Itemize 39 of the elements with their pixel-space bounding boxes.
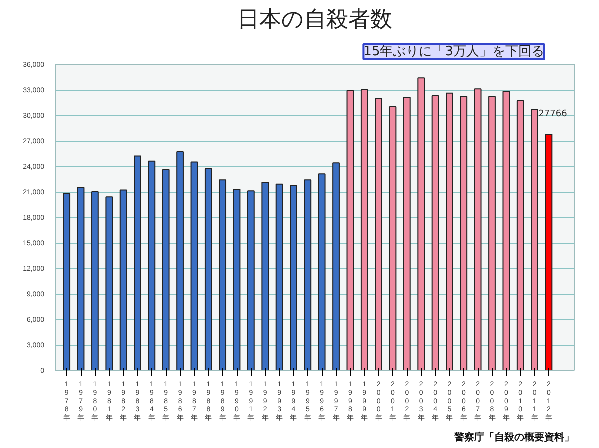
bar [432,95,440,370]
bar [304,180,312,370]
bar [233,188,241,370]
text: 15年ぶりに「3万人」を下回る [364,44,545,60]
bar [360,90,368,370]
bar [474,88,482,370]
bar [134,156,142,370]
bar [346,90,354,370]
bar [318,174,326,370]
bar [219,180,227,370]
data-label: 27766 [538,109,568,120]
bar [120,190,128,370]
bar [531,109,538,370]
bar [190,162,198,370]
bar [545,134,553,370]
bar [248,190,255,370]
bar [276,184,284,370]
bar [106,196,114,370]
bar [92,192,99,370]
text: 警察庁「自殺の概要資料」 [454,432,574,444]
bar [262,182,270,370]
bar [488,96,496,370]
bar [204,168,212,370]
bar [516,100,524,370]
bar [332,162,340,370]
bar [290,186,298,370]
bar [63,193,71,370]
bar [162,169,170,370]
bar [389,106,397,370]
bar [148,160,156,370]
bar [502,91,510,370]
bar [403,97,411,370]
bar [418,78,426,370]
bar [460,96,468,370]
bar [375,98,382,370]
chart-title: 日本の自殺者数 [238,8,392,32]
bar [176,152,184,370]
bar [77,187,85,370]
bar [446,92,454,370]
